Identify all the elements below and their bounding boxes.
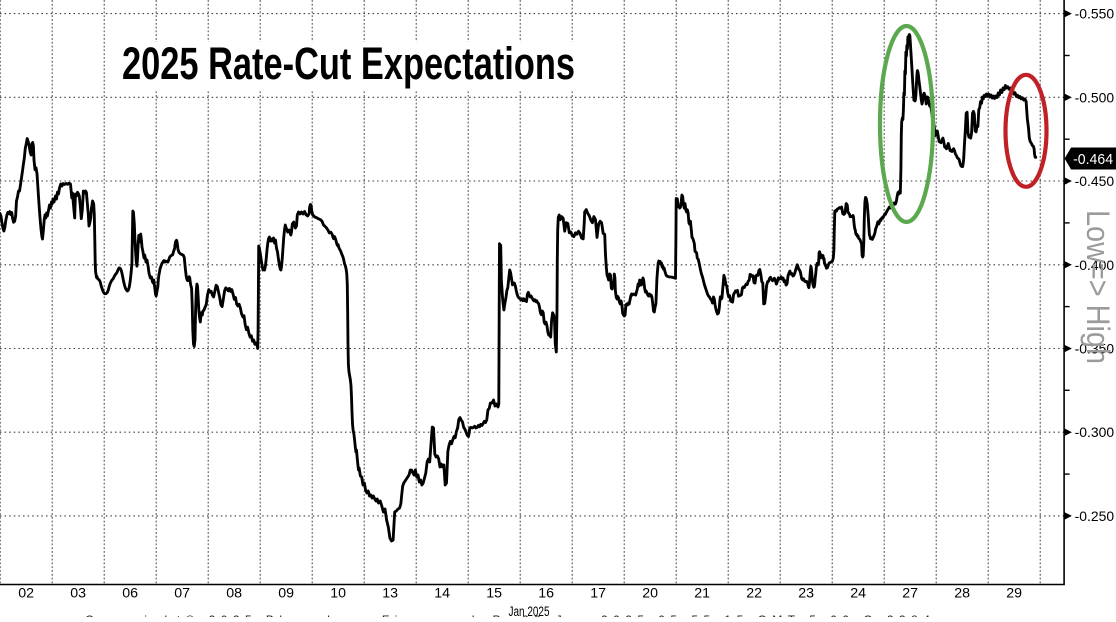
svg-text:-0.464: -0.464 — [1073, 151, 1113, 168]
svg-text:15: 15 — [486, 586, 502, 602]
svg-text:-0.400: -0.400 — [1075, 258, 1115, 273]
svg-text:14: 14 — [434, 586, 450, 602]
svg-text:06: 06 — [122, 586, 138, 602]
svg-text:10: 10 — [330, 586, 346, 602]
svg-text:-0.250: -0.250 — [1075, 509, 1115, 524]
svg-text:24: 24 — [850, 586, 866, 602]
svg-text:Copyright© 2025 Bloomberg Fina: Copyright© 2025 Bloomberg Finance L.P. 2… — [85, 613, 930, 617]
svg-text:08: 08 — [226, 586, 242, 602]
svg-text:09: 09 — [278, 586, 294, 602]
svg-text:21: 21 — [694, 586, 710, 602]
svg-text:-0.450: -0.450 — [1075, 174, 1115, 189]
svg-text:-0.500: -0.500 — [1075, 90, 1115, 105]
svg-text:20: 20 — [642, 586, 658, 602]
svg-text:Low=> High: Low=> High — [1080, 210, 1116, 364]
svg-text:17: 17 — [590, 586, 606, 602]
svg-text:03: 03 — [70, 586, 86, 602]
svg-text:2025 Rate-Cut Expectations: 2025 Rate-Cut Expectations — [122, 38, 575, 89]
svg-text:Jan 2025: Jan 2025 — [509, 604, 550, 617]
svg-text:16: 16 — [538, 586, 554, 602]
svg-text:22: 22 — [746, 586, 762, 602]
svg-text:07: 07 — [174, 586, 190, 602]
svg-text:28: 28 — [954, 586, 970, 602]
svg-text:-0.300: -0.300 — [1075, 425, 1115, 440]
svg-text:-0.350: -0.350 — [1075, 342, 1115, 357]
svg-text:29: 29 — [1006, 586, 1022, 602]
svg-text:02: 02 — [18, 586, 34, 602]
svg-text:13: 13 — [382, 586, 398, 602]
svg-text:27: 27 — [902, 586, 918, 602]
svg-text:23: 23 — [798, 586, 814, 602]
svg-text:-0.550: -0.550 — [1075, 7, 1115, 22]
